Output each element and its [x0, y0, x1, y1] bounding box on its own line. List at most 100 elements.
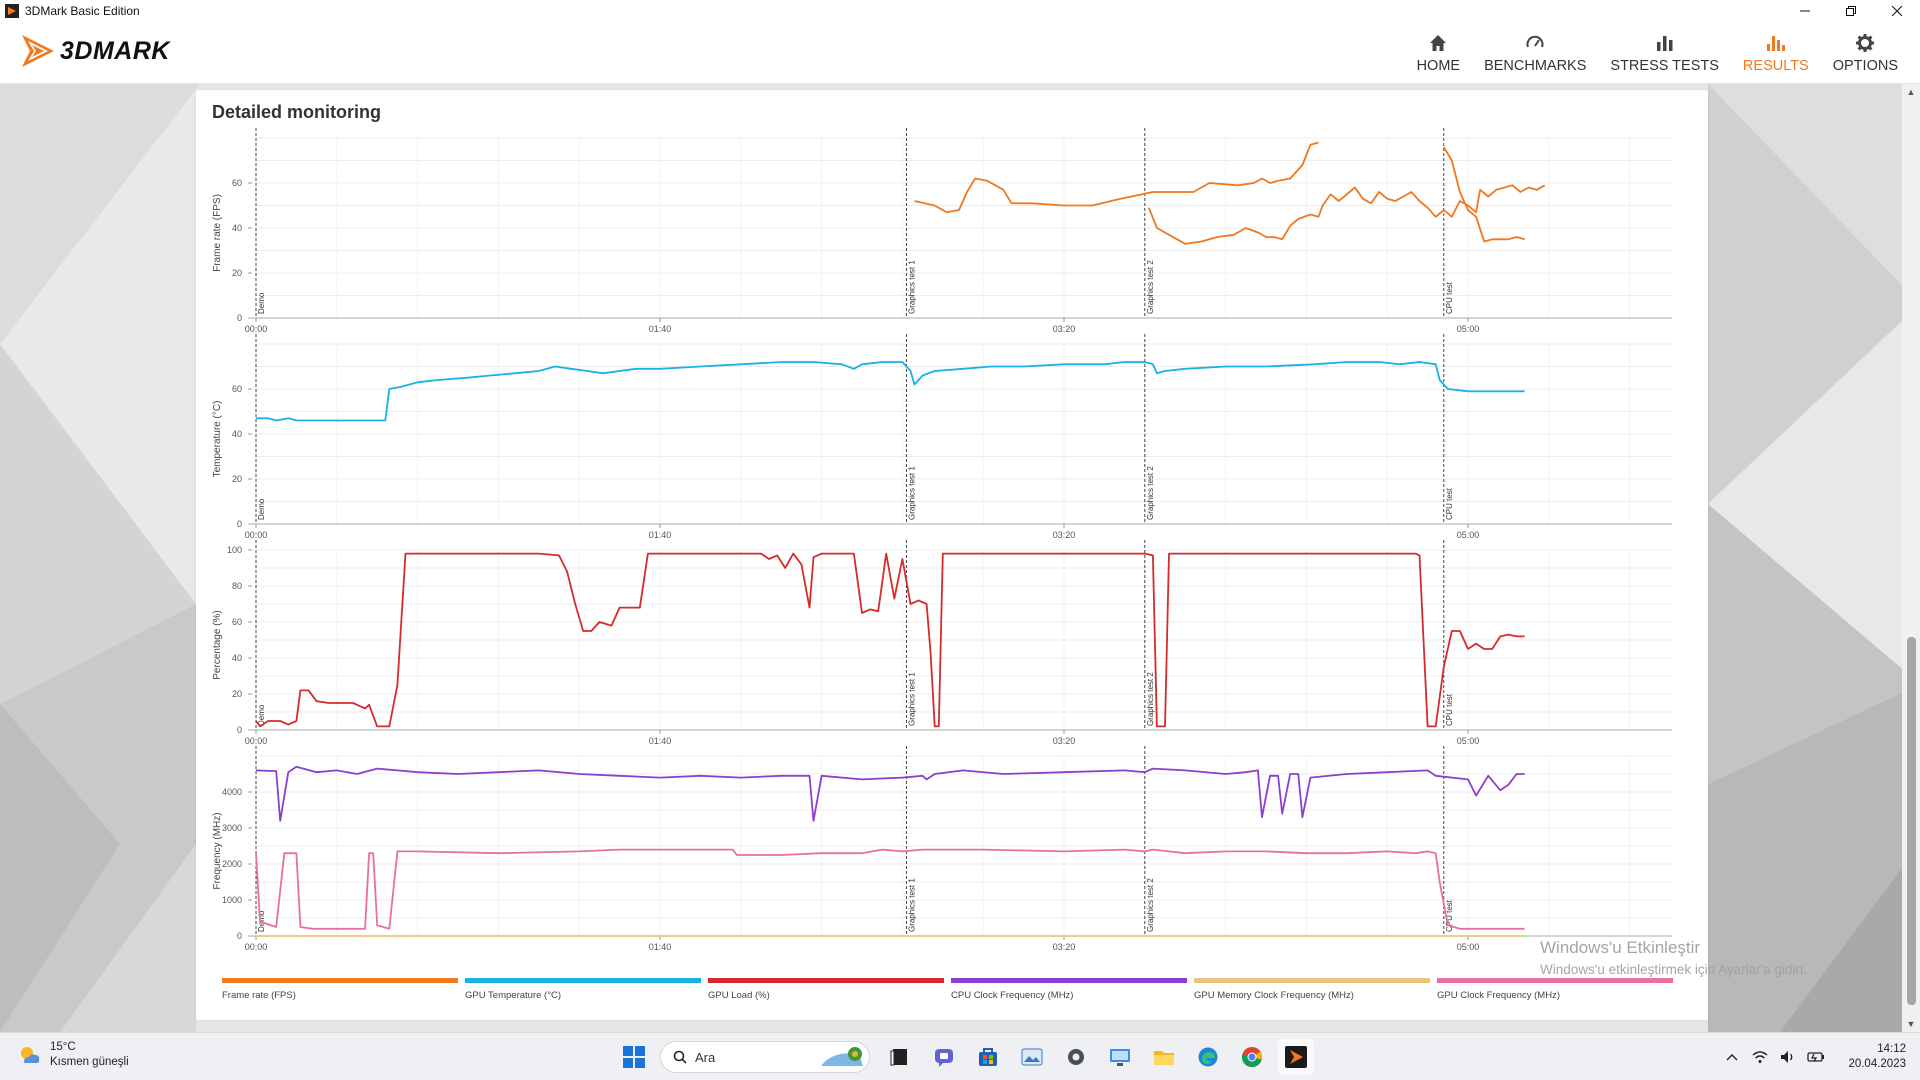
nav-home[interactable]: HOME	[1405, 22, 1473, 84]
clock[interactable]: 14:12 20.04.2023	[1848, 1042, 1906, 1072]
chrome-button[interactable]	[1234, 1039, 1270, 1075]
watermark-title: Windows'u Etkinleştir	[1540, 938, 1701, 957]
test-marker-label: CPU test	[1445, 281, 1454, 314]
y-tick-label: 4000	[222, 787, 242, 797]
y-tick-label: 20	[232, 689, 242, 699]
system-tray: 14:12 20.04.2023	[1718, 1041, 1910, 1073]
photos-button[interactable]	[1014, 1039, 1050, 1075]
nav-results-label: RESULTS	[1742, 58, 1809, 74]
y-tick-label: 40	[232, 223, 242, 233]
3dmark-taskbar-button[interactable]	[1278, 1039, 1314, 1075]
weather-temp: 15°C	[50, 1041, 76, 1053]
test-marker-label: Demo	[257, 292, 266, 314]
edge-browser-icon	[1198, 1047, 1218, 1067]
legend-color-bar	[1437, 978, 1673, 983]
x-tick-label: 00:00	[245, 942, 268, 952]
3dmark-app-icon	[1285, 1046, 1307, 1068]
nav-benchmarks[interactable]: BENCHMARKS	[1472, 22, 1598, 84]
close-icon	[1892, 6, 1902, 16]
test-marker-label: CPU test	[1445, 693, 1454, 726]
watermark-subtitle: Windows'u etkinleştirmek için Ayarlar'a …	[1540, 962, 1807, 977]
minimize-button[interactable]	[1782, 0, 1828, 22]
battery-icon[interactable]	[1805, 1046, 1827, 1068]
taskbar-search[interactable]: Ara	[660, 1041, 870, 1073]
series-line	[914, 141, 1319, 214]
search-highlight-icon	[821, 1047, 863, 1066]
legend-item: GPU Temperature (°C)	[465, 978, 705, 1001]
nav-results[interactable]: RESULTS	[1731, 22, 1821, 84]
app-header: 3DMARK HOME BENCHMARKS STRESS TESTS RESU…	[0, 22, 1920, 84]
y-tick-label: 40	[232, 429, 242, 439]
settings-button[interactable]	[1058, 1039, 1094, 1075]
scroll-down-arrow-icon[interactable]: ▼	[1906, 1019, 1916, 1029]
folder-icon	[1154, 1051, 1174, 1065]
test-marker-label: Demo	[257, 910, 266, 932]
legend-item: GPU Load (%)	[708, 978, 948, 1001]
x-tick-label: 05:00	[1457, 530, 1480, 540]
y-tick-label: 60	[232, 178, 242, 188]
legend-label: GPU Memory Clock Frequency (MHz)	[1194, 990, 1354, 1001]
series-line	[1443, 146, 1525, 243]
legend-item: GPU Clock Frequency (MHz)	[1437, 978, 1677, 1001]
logo-text: 3DMARK	[60, 36, 170, 65]
detailed-monitoring-card: Detailed monitoring 0 20 40 60 Frame rate (F…	[196, 90, 1708, 1020]
test-marker-label: Graphics test 1	[907, 466, 916, 520]
store-button[interactable]	[970, 1039, 1006, 1075]
scroll-up-arrow-icon[interactable]: ▲	[1906, 87, 1916, 97]
task-view-button[interactable]	[882, 1039, 918, 1075]
edge-button[interactable]	[1190, 1039, 1226, 1075]
test-marker-label: Graphics test 2	[1146, 260, 1155, 314]
file-explorer-button[interactable]	[1146, 1039, 1182, 1075]
teams-chat-button[interactable]	[926, 1039, 962, 1075]
clock-time: 14:12	[1877, 1043, 1906, 1055]
x-tick-label: 03:20	[1053, 736, 1076, 746]
test-marker-label: Demo	[257, 498, 266, 520]
y-tick-label: 20	[232, 268, 242, 278]
nav-stress-tests-label: STRESS TESTS	[1610, 58, 1719, 74]
nav-benchmarks-label: BENCHMARKS	[1484, 58, 1587, 74]
test-marker-label: Graphics test 1	[907, 672, 916, 726]
y-tick-label: 20	[232, 474, 242, 484]
logo: 3DMARK	[18, 28, 170, 74]
y-tick-label: 0	[237, 313, 242, 323]
close-button[interactable]	[1874, 0, 1920, 22]
legend-item: GPU Memory Clock Frequency (MHz)	[1194, 978, 1434, 1001]
y-tick-label: 40	[232, 653, 242, 663]
test-marker-label: Graphics test 2	[1146, 672, 1155, 726]
y-tick-label: 3000	[222, 823, 242, 833]
restore-button[interactable]	[1828, 0, 1874, 22]
chat-icon	[935, 1049, 953, 1067]
chevron-up-icon[interactable]	[1721, 1046, 1743, 1068]
y-axis-label: Temperature (°C)	[212, 401, 223, 478]
remote-desktop-button[interactable]	[1102, 1039, 1138, 1075]
monitor-icon	[1110, 1049, 1130, 1066]
y-tick-label: 0	[237, 931, 242, 941]
scrollbar-thumb[interactable]	[1907, 637, 1916, 1005]
nav-stress-tests[interactable]: STRESS TESTS	[1598, 22, 1731, 84]
start-button[interactable]	[616, 1039, 652, 1075]
y-axis-label: Frame rate (FPS)	[212, 194, 223, 272]
series-line	[255, 552, 1525, 728]
legend-color-bar	[951, 978, 1187, 983]
nav-options-label: OPTIONS	[1832, 58, 1898, 74]
test-marker-label: Graphics test 2	[1146, 466, 1155, 520]
series-line	[1147, 184, 1546, 245]
volume-icon[interactable]	[1777, 1046, 1799, 1068]
scrollbar[interactable]: ▲ ▼	[1902, 84, 1920, 1032]
wifi-icon[interactable]	[1749, 1046, 1771, 1068]
photos-icon	[1021, 1048, 1043, 1066]
nav-options[interactable]: OPTIONS	[1821, 22, 1910, 84]
x-tick-label: 03:20	[1053, 942, 1076, 952]
store-icon	[979, 1048, 997, 1066]
task-view-icon	[890, 1049, 907, 1066]
legend-label: GPU Load (%)	[708, 990, 770, 1001]
home-icon	[1430, 35, 1447, 51]
x-tick-label: 05:00	[1457, 736, 1480, 746]
3dmark-logo-icon	[22, 35, 54, 67]
series-line	[255, 848, 1525, 930]
results-chart-icon	[1766, 36, 1785, 51]
x-tick-label: 03:20	[1053, 324, 1076, 334]
weather-widget[interactable]: 15°C Kısmen güneşli	[16, 1040, 129, 1070]
x-tick-label: 05:00	[1457, 942, 1480, 952]
x-tick-label: 00:00	[245, 324, 268, 334]
